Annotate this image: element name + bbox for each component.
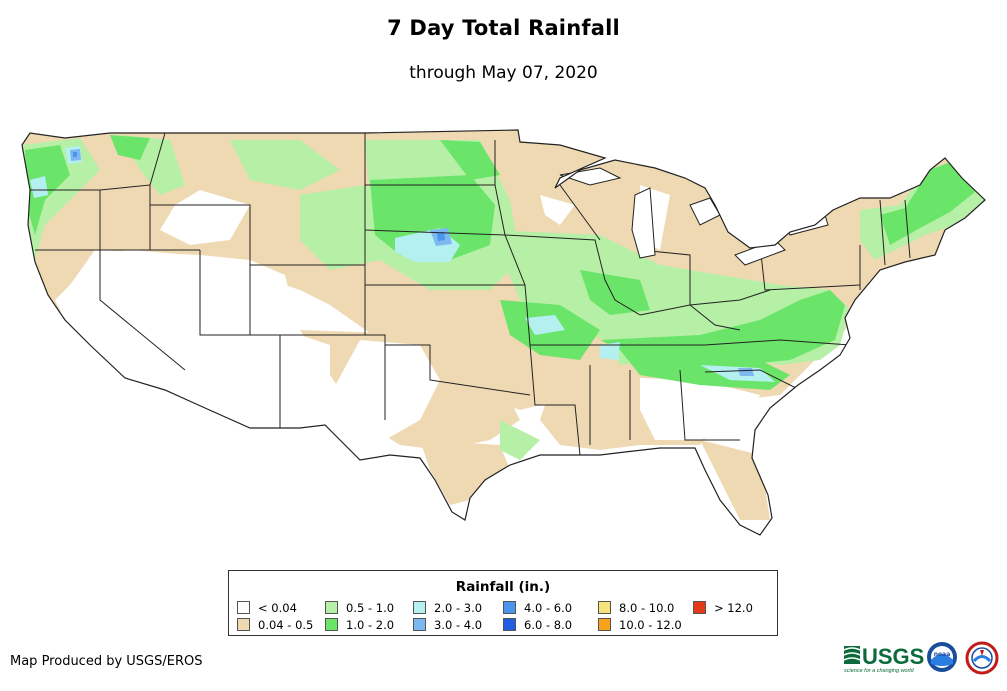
legend-label: 3.0 - 4.0 bbox=[434, 617, 483, 632]
rainfall-map bbox=[21, 129, 986, 536]
legend-swatch bbox=[598, 618, 611, 631]
credit-text: Map Produced by USGS/EROS bbox=[10, 654, 203, 669]
legend-item: 10.0 - 12.0 bbox=[598, 616, 693, 633]
usgs-tagline: science for a changing world bbox=[844, 668, 915, 674]
legend-label: 0.04 - 0.5 bbox=[258, 617, 314, 632]
legend-item: 3.0 - 4.0 bbox=[413, 616, 503, 633]
legend-item: < 0.04 bbox=[237, 599, 325, 616]
peak-rain-layer bbox=[73, 152, 445, 241]
legend-swatch bbox=[693, 601, 706, 614]
legend-item: 4.0 - 6.0 bbox=[503, 599, 598, 616]
legend-swatch bbox=[413, 601, 426, 614]
legend-label: 2.0 - 3.0 bbox=[434, 600, 483, 615]
legend-label: 8.0 - 10.0 bbox=[619, 600, 675, 615]
legend-label: > 12.0 bbox=[714, 600, 753, 615]
legend-swatch bbox=[237, 618, 250, 631]
usgs-logo-text: USGS bbox=[862, 644, 924, 669]
noaa-logo-text: noaa bbox=[934, 651, 951, 658]
legend-box: Rainfall (in.) < 0.04 0.04 - 0.5 0.5 - 1.0… bbox=[228, 570, 778, 636]
legend-swatch bbox=[503, 601, 516, 614]
legend-swatch bbox=[598, 601, 611, 614]
legend-item: 0.04 - 0.5 bbox=[237, 616, 325, 633]
noaa-logo: noaa bbox=[927, 642, 957, 672]
legend-item: 0.5 - 1.0 bbox=[325, 599, 413, 616]
legend-swatch bbox=[413, 618, 426, 631]
legend-item: > 12.0 bbox=[693, 599, 773, 616]
legend-item: 1.0 - 2.0 bbox=[325, 616, 413, 633]
legend-label: 10.0 - 12.0 bbox=[619, 617, 682, 632]
nws-logo bbox=[965, 641, 999, 675]
legend-swatch bbox=[503, 618, 516, 631]
legend-swatch bbox=[325, 618, 338, 631]
legend-label: 1.0 - 2.0 bbox=[346, 617, 395, 632]
legend-label: 4.0 - 6.0 bbox=[524, 600, 573, 615]
legend-label: 0.5 - 1.0 bbox=[346, 600, 395, 615]
legend-label: < 0.04 bbox=[258, 600, 297, 615]
legend-item: 8.0 - 10.0 bbox=[598, 599, 693, 616]
map-subtitle: through May 07, 2020 bbox=[409, 63, 598, 83]
state-borders bbox=[30, 132, 911, 456]
agency-logos: USGS science for a changing world noaa bbox=[843, 641, 999, 675]
legend-title: Rainfall (in.) bbox=[455, 579, 551, 595]
map-title: 7 Day Total Rainfall bbox=[387, 16, 620, 40]
legend-swatch bbox=[325, 601, 338, 614]
legend-items: < 0.04 0.04 - 0.5 0.5 - 1.0 1.0 - 2.0 2.0 - … bbox=[237, 599, 773, 633]
legend-swatch bbox=[237, 601, 250, 614]
legend-label: 6.0 - 8.0 bbox=[524, 617, 573, 632]
dry-patches bbox=[55, 185, 760, 440]
legend-item: 6.0 - 8.0 bbox=[503, 616, 598, 633]
usgs-logo: USGS science for a changing world bbox=[843, 644, 924, 674]
legend-item: 2.0 - 3.0 bbox=[413, 599, 503, 616]
